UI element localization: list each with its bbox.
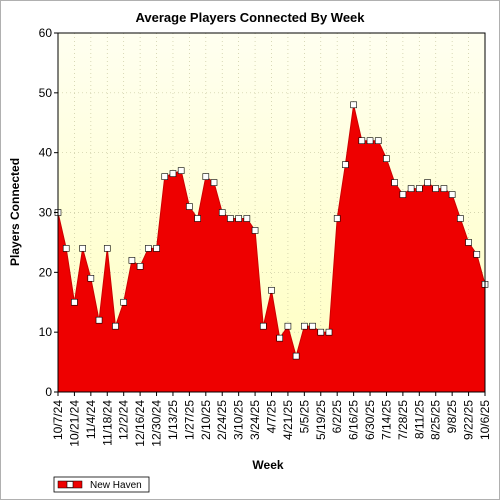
x-tick-label: 2/24/25 (215, 400, 229, 440)
chart-title: Average Players Connected By Week (135, 10, 365, 25)
data-point (301, 322, 308, 330)
data-point (251, 227, 259, 234)
x-tick-labels: 10/7/24 10/21/24 11/4/24 11/18/24 12/2/24 12/… (51, 400, 492, 447)
x-tick-label: 6/16/25 (347, 400, 361, 440)
x-tick-label: 7/28/25 (396, 400, 410, 440)
data-point (120, 298, 127, 306)
data-point (161, 173, 169, 180)
x-axis-label: Week (252, 458, 283, 472)
data-point (71, 298, 78, 306)
data-point (407, 185, 415, 192)
y-tick-label: 10 (39, 325, 53, 339)
data-point (210, 179, 218, 186)
legend: New Haven (53, 476, 150, 493)
x-tick-label: 12/16/24 (133, 400, 147, 447)
data-point (194, 215, 201, 222)
x-tick-label: 10/7/24 (51, 400, 65, 440)
x-tick-label: 10/6/25 (478, 400, 492, 440)
data-point (202, 173, 210, 180)
legend-marker (66, 481, 74, 488)
data-point (112, 322, 119, 330)
data-point (432, 185, 440, 192)
data-point (243, 215, 251, 222)
x-tick-label: 10/21/24 (67, 400, 81, 447)
data-point (95, 316, 103, 324)
y-axis-label: Players Connected (8, 158, 22, 266)
x-tick-label: 7/14/25 (379, 400, 393, 440)
data-point (87, 275, 95, 282)
data-point (473, 251, 481, 258)
data-point (259, 322, 267, 330)
data-point (268, 286, 275, 294)
data-point (62, 245, 70, 252)
data-point (153, 245, 160, 252)
data-point (448, 191, 456, 198)
data-point (399, 191, 407, 198)
x-tick-label: 2/10/25 (199, 400, 213, 440)
x-tick-label: 8/11/25 (412, 400, 426, 439)
x-tick-label: 6/2/25 (330, 400, 344, 434)
data-point (145, 245, 152, 252)
x-tick-label: 1/27/25 (182, 400, 196, 440)
data-point (177, 167, 185, 174)
x-tick-label: 1/13/25 (166, 400, 180, 440)
data-point (440, 185, 448, 192)
data-point (416, 185, 423, 192)
x-tick-label: 5/5/25 (297, 400, 311, 434)
data-point (317, 328, 325, 336)
data-point (424, 179, 431, 186)
data-point (284, 322, 292, 330)
y-tick-label: 50 (39, 86, 53, 100)
data-point (128, 257, 136, 264)
data-point (333, 215, 341, 222)
data-point (350, 101, 357, 109)
data-point (457, 215, 464, 222)
data-point (366, 137, 374, 144)
data-point (358, 137, 366, 144)
x-tick-label: 5/19/25 (314, 400, 328, 440)
y-tick-label: 40 (39, 146, 53, 160)
x-tick-label: 3/10/25 (232, 400, 246, 440)
x-tick-label: 3/24/25 (248, 400, 262, 440)
data-point (79, 245, 86, 252)
legend-label-new-haven: New Haven (90, 480, 142, 491)
data-point (374, 137, 382, 144)
data-point (136, 263, 144, 270)
data-point (292, 352, 300, 360)
data-point (227, 215, 234, 222)
x-tick-label: 11/4/24 (84, 400, 98, 439)
y-tick-label: 30 (39, 206, 53, 220)
x-tick-label: 4/7/25 (265, 400, 279, 434)
data-point (391, 179, 398, 186)
data-point (465, 239, 472, 246)
data-point (103, 245, 111, 252)
data-point (276, 334, 284, 342)
x-tick-label: 8/25/25 (429, 400, 443, 440)
x-tick-label: 6/30/25 (363, 400, 377, 440)
x-tick-label: 9/8/25 (445, 400, 459, 434)
data-point (169, 170, 177, 177)
x-tick-label: 4/21/25 (281, 400, 295, 440)
x-tick-label: 9/22/25 (462, 400, 476, 440)
data-point (186, 203, 193, 210)
x-tick-label: 11/18/24 (100, 400, 114, 446)
y-tick-labels: 0 10 20 30 40 50 60 (39, 26, 53, 399)
y-tick-label: 20 (39, 265, 53, 279)
data-point (383, 155, 390, 162)
axes (54, 32, 486, 396)
x-tick-label: 12/30/24 (150, 400, 164, 447)
data-point (309, 322, 316, 330)
data-point (325, 328, 333, 336)
data-point (235, 215, 242, 222)
x-tick-label: 12/2/24 (117, 400, 131, 440)
y-tick-label: 0 (45, 385, 52, 399)
data-point (342, 161, 349, 168)
y-tick-label: 60 (39, 26, 53, 40)
series-markers (54, 101, 489, 360)
data-point (218, 209, 226, 216)
